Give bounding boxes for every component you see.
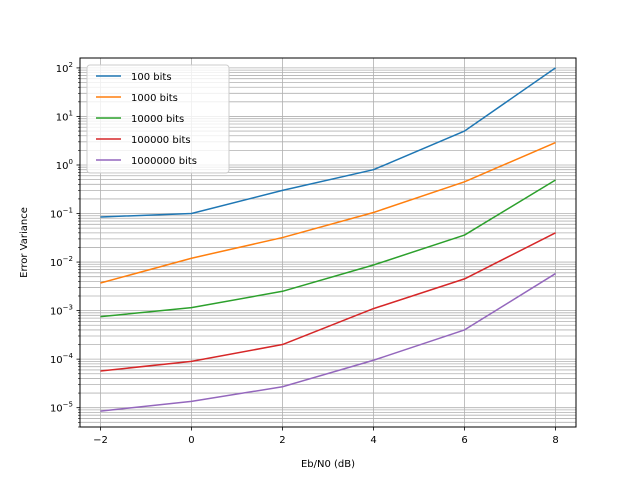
legend-label: 100 bits: [131, 72, 172, 83]
x-tick-label: 4: [370, 435, 376, 446]
y-tick-label: 10−5: [50, 401, 73, 415]
y-axis-label: Error Variance: [19, 207, 30, 278]
y-tick-label: 10−1: [50, 207, 73, 221]
plot-frame: [79, 57, 577, 428]
legend: 100 bits 1000 bits 10000 bits 100000 bits 10…: [86, 64, 230, 174]
y-tick-label: 102: [56, 61, 73, 75]
y-tick-label: 10−4: [50, 352, 74, 366]
legend-label: 10000 bits: [131, 114, 184, 125]
series-line: [100, 141, 556, 284]
legend-label: 1000000 bits: [131, 156, 197, 167]
series-line: [100, 232, 556, 372]
y-tick-label: 10−3: [50, 304, 73, 318]
x-tick-label: −2: [93, 435, 108, 446]
series-lines: [100, 67, 556, 412]
axis-ticks: −2 0 2 4 6 8 10−5 10−4 10−3 10−2 10−1 100 101 102: [50, 61, 559, 446]
legend-label: 100000 bits: [131, 135, 191, 146]
x-tick-label: 6: [461, 435, 467, 446]
legend-label: 1000 bits: [131, 93, 178, 104]
x-tick-label: 8: [552, 435, 558, 446]
series-line: [100, 272, 556, 412]
legend-box: [86, 64, 230, 174]
series-line: [100, 67, 556, 218]
x-tick-label: 0: [188, 435, 194, 446]
series-line: [100, 179, 556, 318]
y-tick-label: 101: [56, 109, 73, 123]
y-tick-label: 10−2: [50, 255, 73, 269]
x-tick-label: 2: [279, 435, 285, 446]
y-tick-label: 100: [56, 158, 73, 172]
x-axis-label: Eb/N0 (dB): [301, 459, 355, 470]
